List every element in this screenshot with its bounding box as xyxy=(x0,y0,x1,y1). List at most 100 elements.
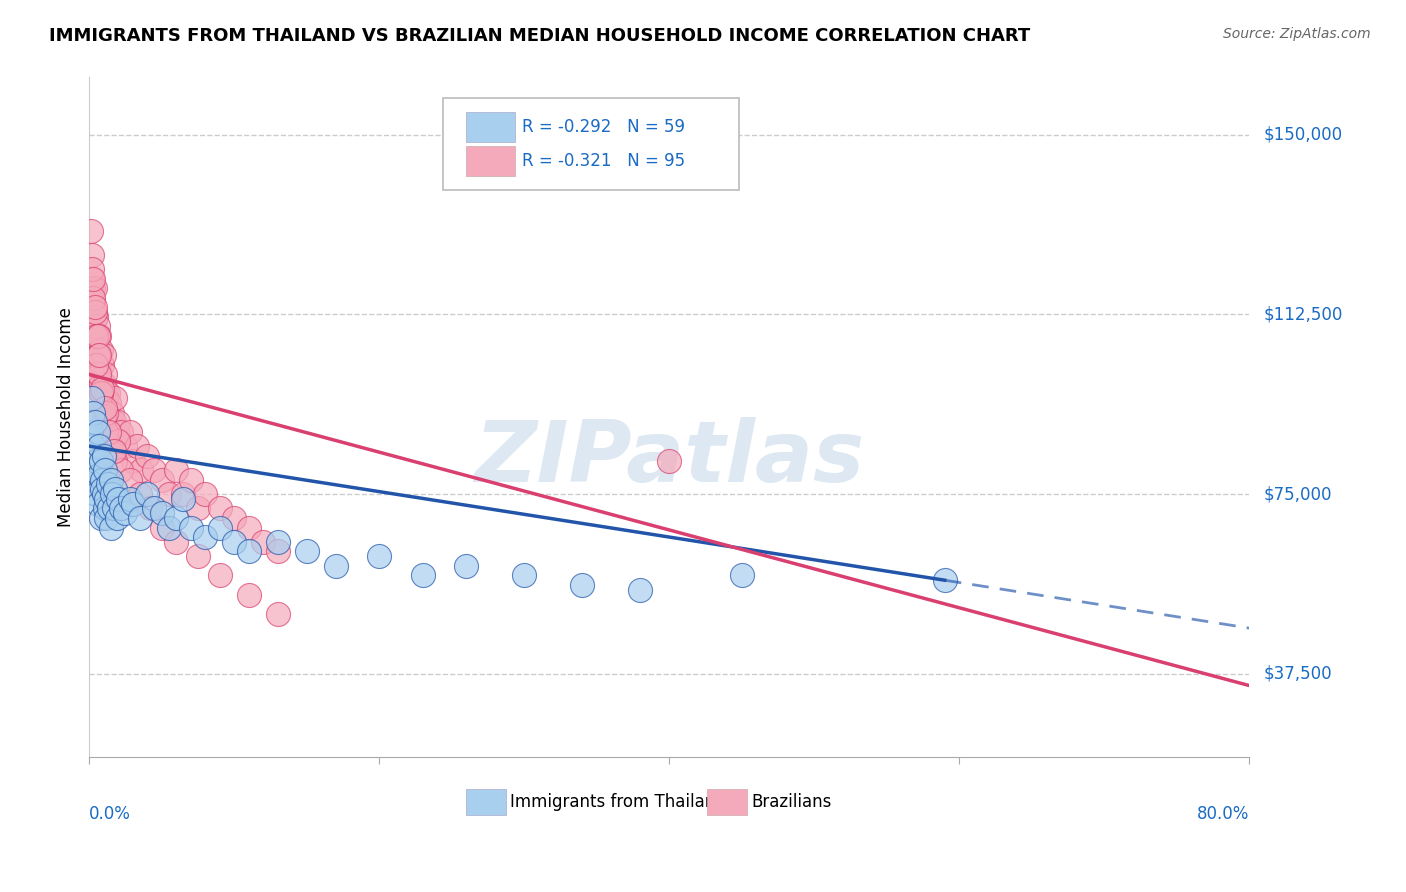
Text: $112,500: $112,500 xyxy=(1263,305,1343,324)
Point xyxy=(125,439,148,453)
Point xyxy=(90,343,112,358)
Point xyxy=(165,535,187,549)
Point xyxy=(266,535,288,549)
Point xyxy=(82,319,104,334)
FancyBboxPatch shape xyxy=(707,789,747,814)
Point xyxy=(157,487,180,501)
Point xyxy=(79,281,101,295)
Point xyxy=(80,329,103,343)
Point xyxy=(114,506,136,520)
Point xyxy=(107,434,129,449)
Point xyxy=(238,588,260,602)
Point xyxy=(80,262,103,277)
Point xyxy=(100,520,122,534)
Point xyxy=(97,386,120,401)
Point xyxy=(136,449,159,463)
Point xyxy=(93,348,115,362)
Point xyxy=(93,376,115,391)
Text: ZIPatlas: ZIPatlas xyxy=(474,417,865,500)
Text: Immigrants from Thailand: Immigrants from Thailand xyxy=(510,793,725,811)
Point xyxy=(238,520,260,534)
Point xyxy=(208,501,231,516)
Point xyxy=(80,271,103,285)
Point xyxy=(104,482,127,496)
Point xyxy=(90,511,112,525)
Point xyxy=(456,558,478,573)
Point xyxy=(187,549,209,564)
Point xyxy=(82,343,104,358)
Point xyxy=(101,406,124,420)
Text: Source: ZipAtlas.com: Source: ZipAtlas.com xyxy=(1223,27,1371,41)
Point xyxy=(325,558,347,573)
Point xyxy=(150,520,173,534)
Point xyxy=(94,368,117,382)
Point xyxy=(143,463,166,477)
Point xyxy=(89,329,111,343)
Point xyxy=(82,439,104,453)
Point xyxy=(89,368,111,382)
Point xyxy=(82,295,104,310)
Point xyxy=(83,300,105,314)
Point xyxy=(101,487,124,501)
Point xyxy=(180,473,202,487)
Point xyxy=(90,386,112,401)
Point xyxy=(103,444,125,458)
Point xyxy=(252,535,274,549)
Text: IMMIGRANTS FROM THAILAND VS BRAZILIAN MEDIAN HOUSEHOLD INCOME CORRELATION CHART: IMMIGRANTS FROM THAILAND VS BRAZILIAN ME… xyxy=(49,27,1031,45)
Point xyxy=(194,530,217,544)
Point xyxy=(731,568,754,582)
Point xyxy=(934,573,956,587)
Point xyxy=(100,473,122,487)
Point xyxy=(118,491,141,506)
Point xyxy=(87,343,110,358)
FancyBboxPatch shape xyxy=(467,112,515,142)
Point xyxy=(208,568,231,582)
Point xyxy=(87,497,110,511)
Point xyxy=(91,473,114,487)
Point xyxy=(83,329,105,343)
Point xyxy=(86,487,108,501)
Point xyxy=(100,415,122,429)
Point xyxy=(150,506,173,520)
Point xyxy=(90,376,112,391)
Point xyxy=(90,453,112,467)
Point xyxy=(121,497,143,511)
Point xyxy=(571,578,593,592)
Point xyxy=(82,271,104,285)
Point xyxy=(114,439,136,453)
Point xyxy=(172,487,194,501)
Point xyxy=(194,487,217,501)
Point xyxy=(98,501,121,516)
Point xyxy=(83,305,105,319)
Point xyxy=(79,425,101,439)
Point xyxy=(87,425,110,439)
Point xyxy=(87,368,110,382)
Point xyxy=(83,310,105,324)
Point xyxy=(96,406,118,420)
Point xyxy=(172,491,194,506)
Point xyxy=(208,520,231,534)
Point xyxy=(104,453,127,467)
Point xyxy=(157,520,180,534)
Point xyxy=(89,467,111,482)
Point xyxy=(165,511,187,525)
Point xyxy=(187,501,209,516)
Point xyxy=(165,463,187,477)
Point xyxy=(96,425,118,439)
Point xyxy=(82,291,104,305)
Point xyxy=(86,453,108,467)
Point xyxy=(87,329,110,343)
Point xyxy=(412,568,434,582)
Point xyxy=(91,401,114,415)
Point xyxy=(295,544,318,558)
Point xyxy=(86,329,108,343)
Point xyxy=(180,520,202,534)
Point xyxy=(89,348,111,362)
Point xyxy=(513,568,536,582)
FancyBboxPatch shape xyxy=(443,98,738,190)
Point xyxy=(94,391,117,405)
Text: 0.0%: 0.0% xyxy=(89,805,131,823)
Point xyxy=(87,348,110,362)
Point xyxy=(150,473,173,487)
Text: 80.0%: 80.0% xyxy=(1197,805,1250,823)
